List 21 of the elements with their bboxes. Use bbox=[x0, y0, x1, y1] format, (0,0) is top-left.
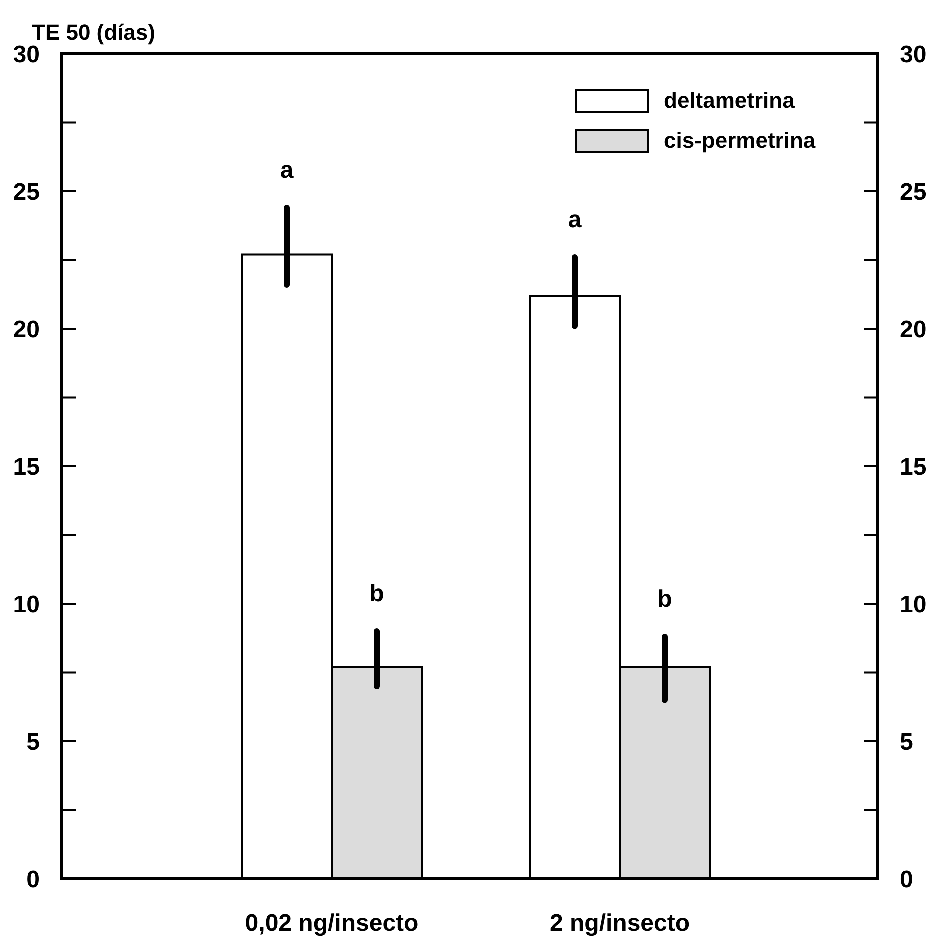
y2-tick-label: 15 bbox=[900, 454, 927, 481]
y2-tick-label: 20 bbox=[900, 316, 927, 344]
y-tick-label: 15 bbox=[13, 454, 40, 481]
annotation: a bbox=[280, 157, 294, 184]
y2-tick-label: 10 bbox=[900, 591, 927, 618]
y-tick-label: 25 bbox=[13, 178, 40, 206]
y2-tick-label: 5 bbox=[900, 728, 914, 756]
y2-tick-label: 0 bbox=[900, 866, 914, 894]
annotation: b bbox=[658, 586, 672, 613]
annotation: a bbox=[568, 206, 582, 234]
y-tick-label: 20 bbox=[13, 316, 40, 344]
legend-label: cis-permetrina bbox=[664, 128, 816, 153]
x-tick-label: 2 ng/insecto bbox=[550, 910, 690, 937]
y-tick-label: 5 bbox=[26, 728, 40, 756]
y2-tick-label: 25 bbox=[900, 178, 927, 206]
x-tick-label: 0,02 ng/insecto bbox=[245, 910, 419, 937]
legend-label: deltametrina bbox=[664, 88, 796, 113]
y-tick-label: 0 bbox=[26, 866, 40, 894]
y2-tick-label: 30 bbox=[900, 41, 927, 68]
annotation: b bbox=[370, 580, 384, 608]
y-tick-label: 10 bbox=[13, 591, 40, 618]
